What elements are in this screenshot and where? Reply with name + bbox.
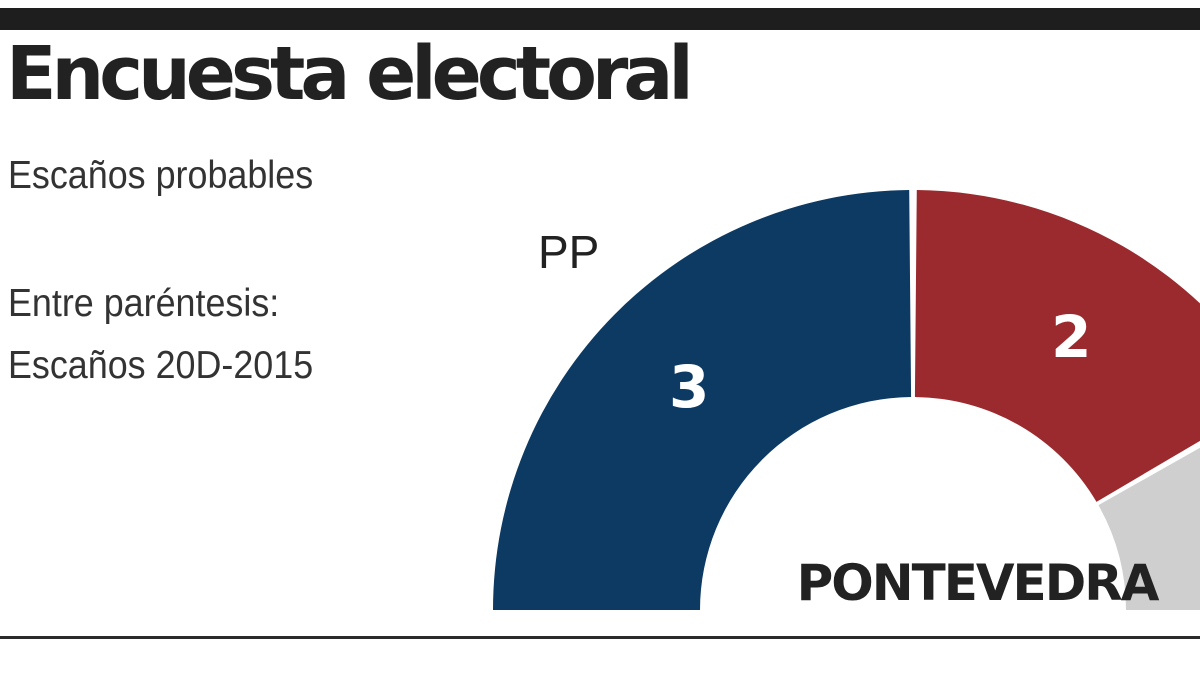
bottom-rule (0, 636, 1200, 639)
note-line-2: Escaños 20D-2015 (8, 344, 314, 387)
chart-segment-2 (914, 190, 1200, 502)
page-title: Encuesta electoral (6, 31, 694, 117)
subtitle: Escaños probables (8, 154, 314, 197)
label-layer: 32 (669, 303, 1091, 421)
segment-value-label-1: 3 (669, 353, 709, 421)
series-name-pp: PP (538, 226, 599, 278)
top-bar (0, 8, 1200, 30)
chart-segment-1 (493, 190, 912, 610)
segment-value-label-2: 2 (1051, 303, 1091, 371)
chart-segment-3 (1098, 447, 1200, 610)
region-label: PONTEVEDRA (797, 554, 1160, 612)
note-line-1: Entre paréntesis: (8, 282, 280, 325)
segment-layer (493, 190, 1200, 610)
